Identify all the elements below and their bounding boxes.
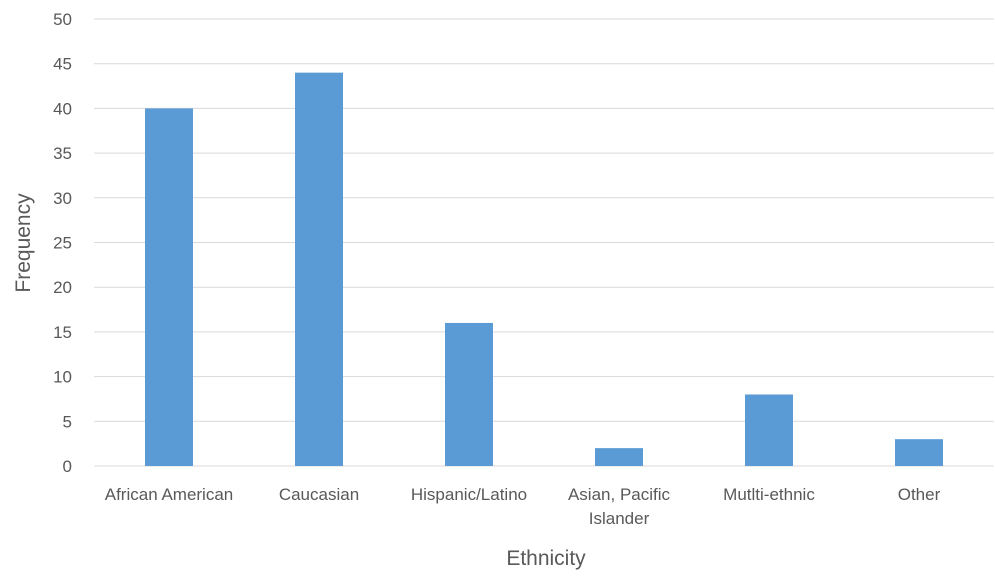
x-tick-labels: African American Caucasian Hispanic/Latino… — [105, 485, 941, 528]
bars — [145, 72, 943, 467]
bar — [445, 322, 493, 466]
bar — [145, 108, 193, 467]
x-tick-label: Other — [898, 485, 941, 504]
bar — [745, 394, 793, 466]
y-tick-label: 0 — [63, 457, 72, 476]
x-tick-label: Asian, Pacific Islander — [568, 485, 671, 528]
y-tick-label: 15 — [53, 323, 72, 342]
y-tick-label: 20 — [53, 278, 72, 297]
y-tick-labels: 0 5 10 15 20 25 30 35 40 45 50 — [53, 10, 72, 476]
x-tick-label: Caucasian — [279, 485, 359, 504]
y-tick-label: 25 — [53, 234, 72, 253]
y-axis-title: Frequency — [12, 193, 35, 293]
y-tick-label: 40 — [53, 99, 72, 118]
x-tick-label: African American — [105, 485, 234, 504]
y-tick-label: 30 — [53, 189, 72, 208]
gridlines — [94, 18, 994, 467]
y-tick-label: 45 — [53, 55, 72, 74]
x-tick-label: Hispanic/Latino — [411, 485, 527, 504]
y-tick-label: 35 — [53, 144, 72, 163]
bar — [595, 448, 643, 466]
x-axis-title: Ethnicity — [506, 547, 586, 570]
y-tick-label: 5 — [63, 412, 72, 431]
bar — [895, 439, 943, 466]
x-tick-label: Mutlti-ethnic — [723, 485, 815, 504]
y-tick-label: 50 — [53, 10, 72, 29]
y-tick-label: 10 — [53, 368, 72, 387]
bar — [295, 72, 343, 466]
